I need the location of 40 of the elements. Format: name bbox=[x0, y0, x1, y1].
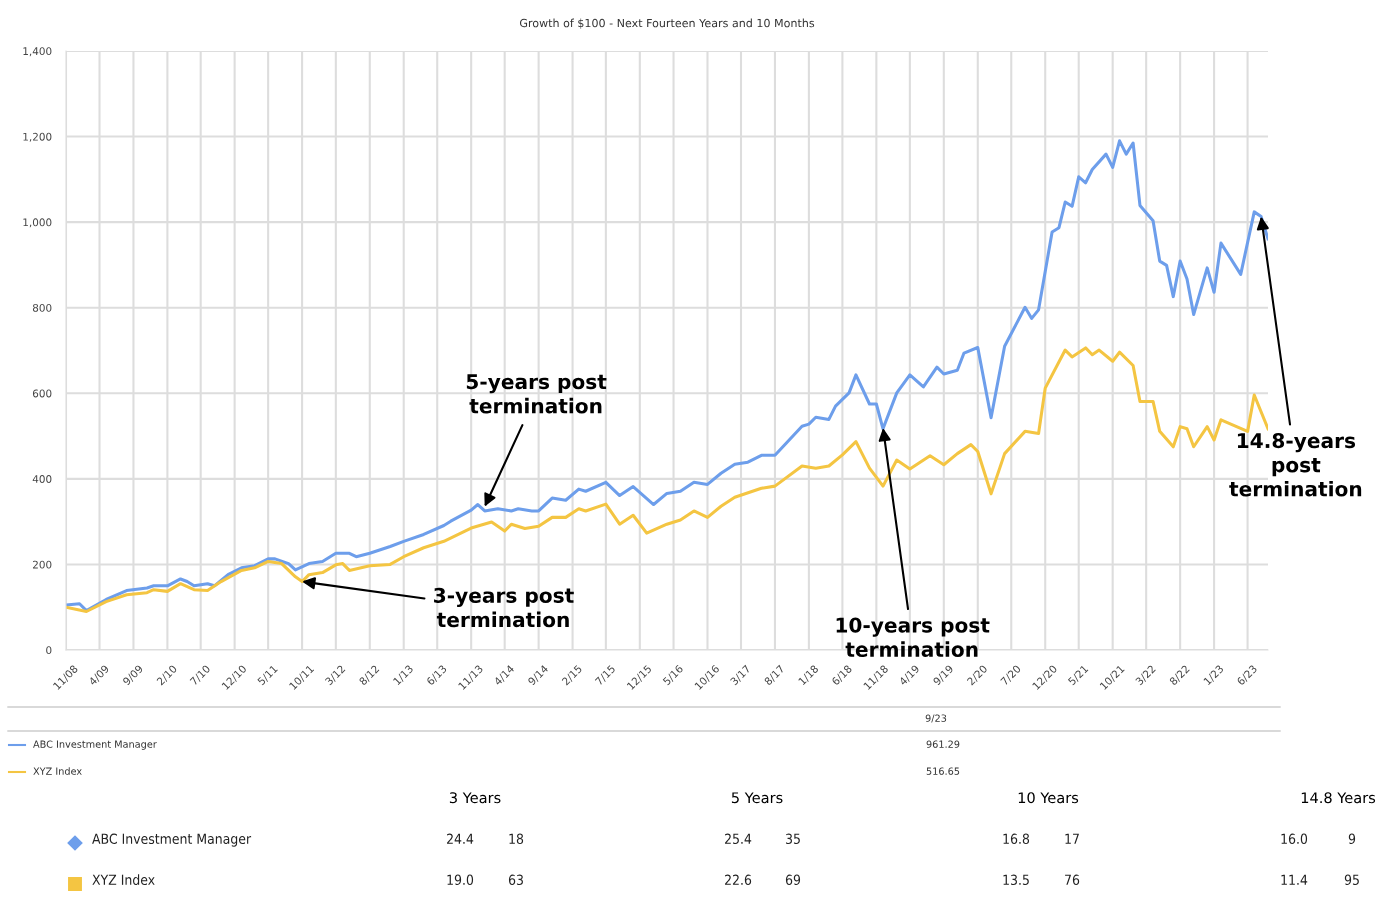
text: 9 bbox=[1348, 833, 1356, 845]
text: 18 bbox=[509, 833, 524, 845]
y-tick-label: 400 bbox=[32, 475, 52, 483]
text: 13.5 bbox=[1003, 874, 1029, 886]
legend-label: ABC Investment Manager bbox=[33, 740, 157, 750]
y-tick-label: 1,200 bbox=[23, 132, 52, 142]
text: 63 bbox=[508, 874, 523, 886]
text: 11.4 bbox=[1281, 874, 1308, 885]
y-tick-label: 1,000 bbox=[23, 218, 52, 228]
text: 10 Years bbox=[1018, 792, 1079, 804]
text: 516.65 bbox=[926, 767, 960, 775]
annotation: 5-years post termination bbox=[466, 374, 607, 414]
text: 95 bbox=[1344, 874, 1359, 886]
text: 14.8 Years bbox=[1301, 792, 1376, 804]
y-tick-label: 800 bbox=[32, 303, 52, 312]
text: XYZ Index bbox=[92, 874, 155, 886]
y-tick-label: 0 bbox=[46, 646, 52, 655]
text: 17 bbox=[1065, 833, 1079, 844]
annotation: 3-years post termination bbox=[434, 587, 574, 628]
legend-label: XYZ Index bbox=[33, 767, 82, 775]
text: 35 bbox=[786, 833, 800, 845]
text: 22.6 bbox=[725, 874, 752, 886]
annotation: 10-years post termination bbox=[836, 617, 990, 657]
text: 19.0 bbox=[447, 874, 474, 886]
text: 69 bbox=[785, 874, 801, 886]
text: 25.4 bbox=[725, 833, 752, 845]
annotation: 14.8-years post termination bbox=[1229, 432, 1362, 497]
text: 24.4 bbox=[447, 833, 474, 844]
text: 76 bbox=[1065, 874, 1080, 886]
text: 5 Years bbox=[731, 792, 783, 804]
text: 3 Years bbox=[449, 792, 501, 804]
text: 16.0 bbox=[1281, 833, 1308, 845]
y-tick-label: 200 bbox=[32, 560, 52, 569]
text: 16.8 bbox=[1003, 833, 1030, 845]
y-tick-label: 1,400 bbox=[23, 47, 52, 57]
text: ABC Investment Manager bbox=[92, 833, 252, 847]
text: 9/23 bbox=[925, 714, 947, 723]
y-tick-label: 600 bbox=[32, 389, 52, 398]
text: 961.29 bbox=[926, 740, 960, 748]
chart-title: Growth of $100 - Next Fourteen Years and 10 Months bbox=[519, 18, 815, 29]
